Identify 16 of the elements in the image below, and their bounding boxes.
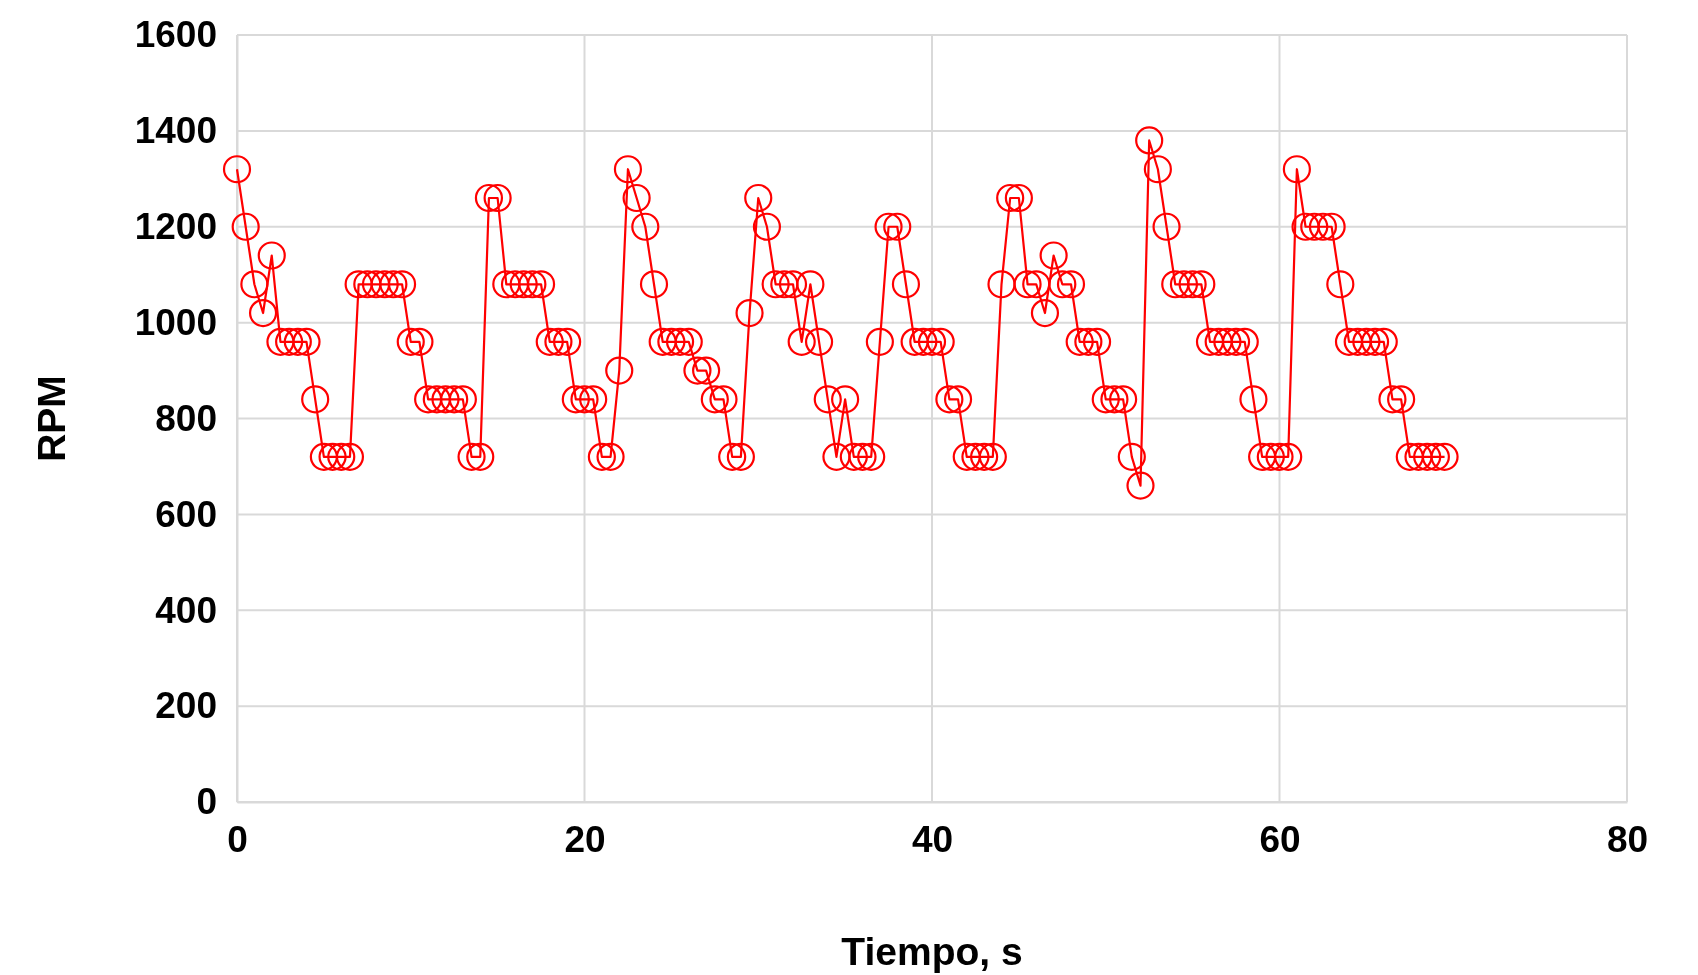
x-tick-label: 40 <box>911 819 954 861</box>
y-tick-label: 0 <box>196 781 217 823</box>
y-tick-label: 200 <box>155 685 217 727</box>
y-tick-label: 600 <box>155 493 217 535</box>
y-tick-label: 1400 <box>134 110 217 152</box>
x-tick-label: 0 <box>227 819 248 861</box>
y-tick-label: 1600 <box>134 14 217 56</box>
x-tick-label: 60 <box>1259 819 1301 861</box>
y-tick-label: 400 <box>155 589 217 631</box>
y-tick-label: 1000 <box>134 301 217 343</box>
y-axis-title: RPM <box>30 375 73 462</box>
y-tick-label: 800 <box>155 397 217 439</box>
x-axis-title: Tiempo, s <box>841 930 1023 973</box>
y-tick-label: 1200 <box>134 206 217 248</box>
x-tick-label: 80 <box>1606 819 1649 861</box>
x-tick-label: 20 <box>564 819 606 861</box>
